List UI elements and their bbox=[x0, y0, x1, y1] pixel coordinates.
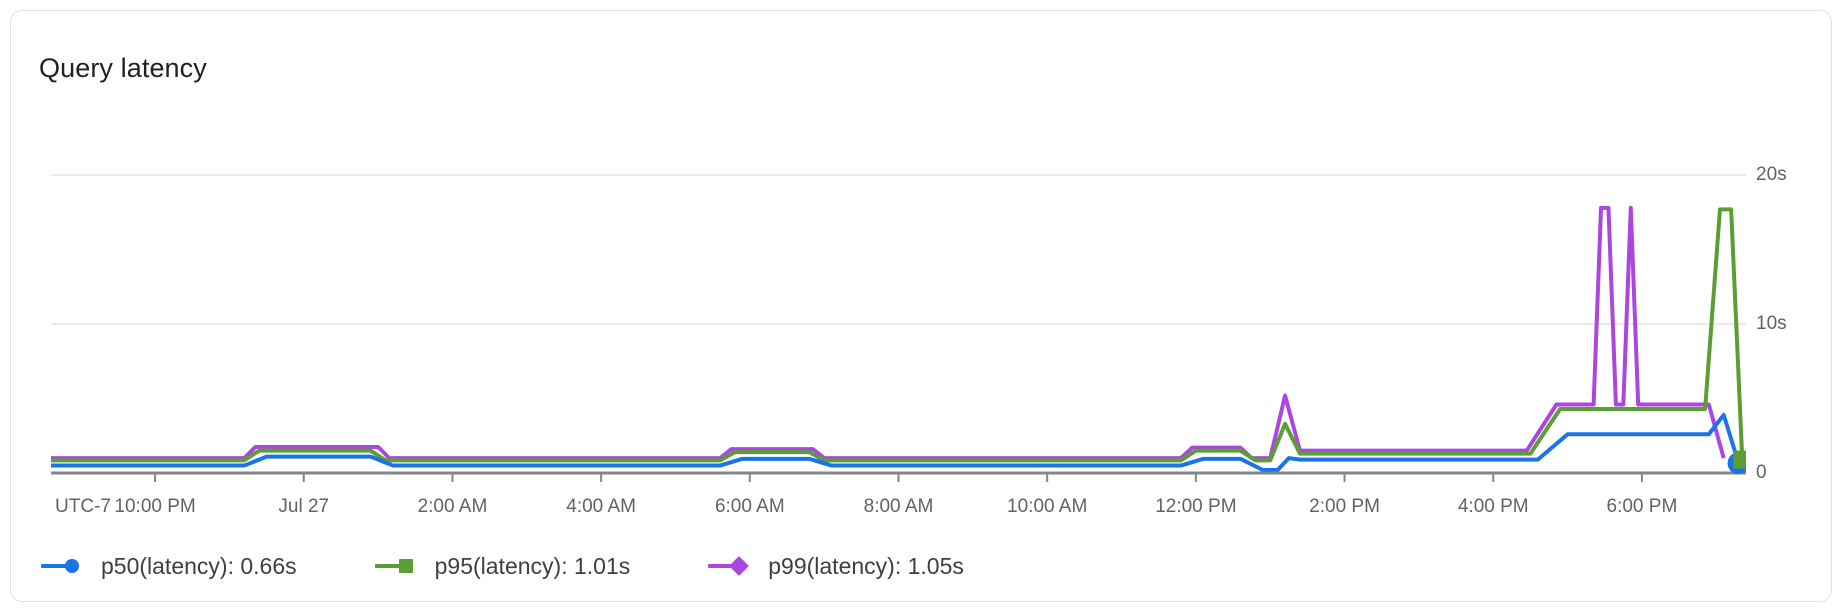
page-title: Query latency bbox=[39, 53, 207, 83]
x-tick-label: 2:00 AM bbox=[417, 496, 488, 517]
x-tick-label: 2:00 PM bbox=[1309, 496, 1380, 517]
legend-label: p99(latency): 1.05s bbox=[768, 552, 964, 579]
x-axis: UTC-7 10:00 PM Jul 27 2:00 AM 4:00 AM 6:00 AM… bbox=[11, 496, 1833, 526]
x-tick-label: Jul 27 bbox=[278, 496, 330, 517]
chart-plot-area[interactable] bbox=[51, 121, 1746, 491]
legend-swatch bbox=[708, 555, 754, 577]
legend-line-icon bbox=[374, 564, 405, 568]
series-line-p99latency[interactable] bbox=[51, 205, 1726, 461]
x-tick-label: 12:00 PM bbox=[1155, 496, 1237, 517]
latency-line-chart[interactable] bbox=[51, 121, 1746, 491]
chart-card: Query latency 0 10s 20s UTC-7 10:00 PM Jul 2… bbox=[10, 10, 1832, 602]
legend-swatch bbox=[374, 555, 421, 577]
x-axis-timezone-label: UTC-7 bbox=[55, 496, 111, 517]
series-line-p95latency[interactable] bbox=[51, 207, 1745, 463]
series-end-marker[interactable] bbox=[1733, 450, 1746, 469]
y-tick-label: 10s bbox=[1756, 313, 1787, 335]
legend-marker-circle-icon bbox=[65, 559, 79, 573]
y-axis: 0 10s 20s bbox=[1756, 121, 1836, 491]
legend-marker-diamond-icon bbox=[729, 556, 750, 576]
y-tick-label: 0 bbox=[1756, 462, 1767, 483]
legend-item-p50latency[interactable]: p50(latency): 0.66s bbox=[41, 549, 297, 583]
legend-line-icon bbox=[41, 564, 71, 568]
series-line-p50latency[interactable] bbox=[51, 412, 1741, 473]
x-tick-label: 10:00 PM bbox=[114, 496, 196, 517]
y-tick-label: 20s bbox=[1756, 164, 1787, 186]
x-tick-label: 4:00 PM bbox=[1457, 496, 1529, 517]
legend-item-p99latency[interactable]: p99(latency): 1.05s bbox=[708, 549, 964, 583]
legend-line-icon bbox=[708, 564, 739, 568]
legend-swatch bbox=[41, 555, 87, 577]
legend-label: p95(latency): 1.01s bbox=[434, 552, 631, 579]
x-tick-label: 8:00 AM bbox=[863, 496, 934, 517]
legend-item-p95latency[interactable]: p95(latency): 1.01s bbox=[374, 549, 631, 583]
x-tick-label: 6:00 PM bbox=[1606, 496, 1678, 517]
x-tick-label: 4:00 AM bbox=[566, 496, 636, 517]
chart-legend[interactable]: p50(latency): 0.66s p95(latency): 1.01s p9… bbox=[41, 549, 1042, 583]
x-tick-label: 6:00 AM bbox=[714, 496, 785, 517]
x-tick-label: 10:00 AM bbox=[1007, 496, 1088, 517]
legend-marker-square-icon bbox=[398, 559, 413, 573]
legend-label: p50(latency): 0.66s bbox=[101, 552, 297, 579]
